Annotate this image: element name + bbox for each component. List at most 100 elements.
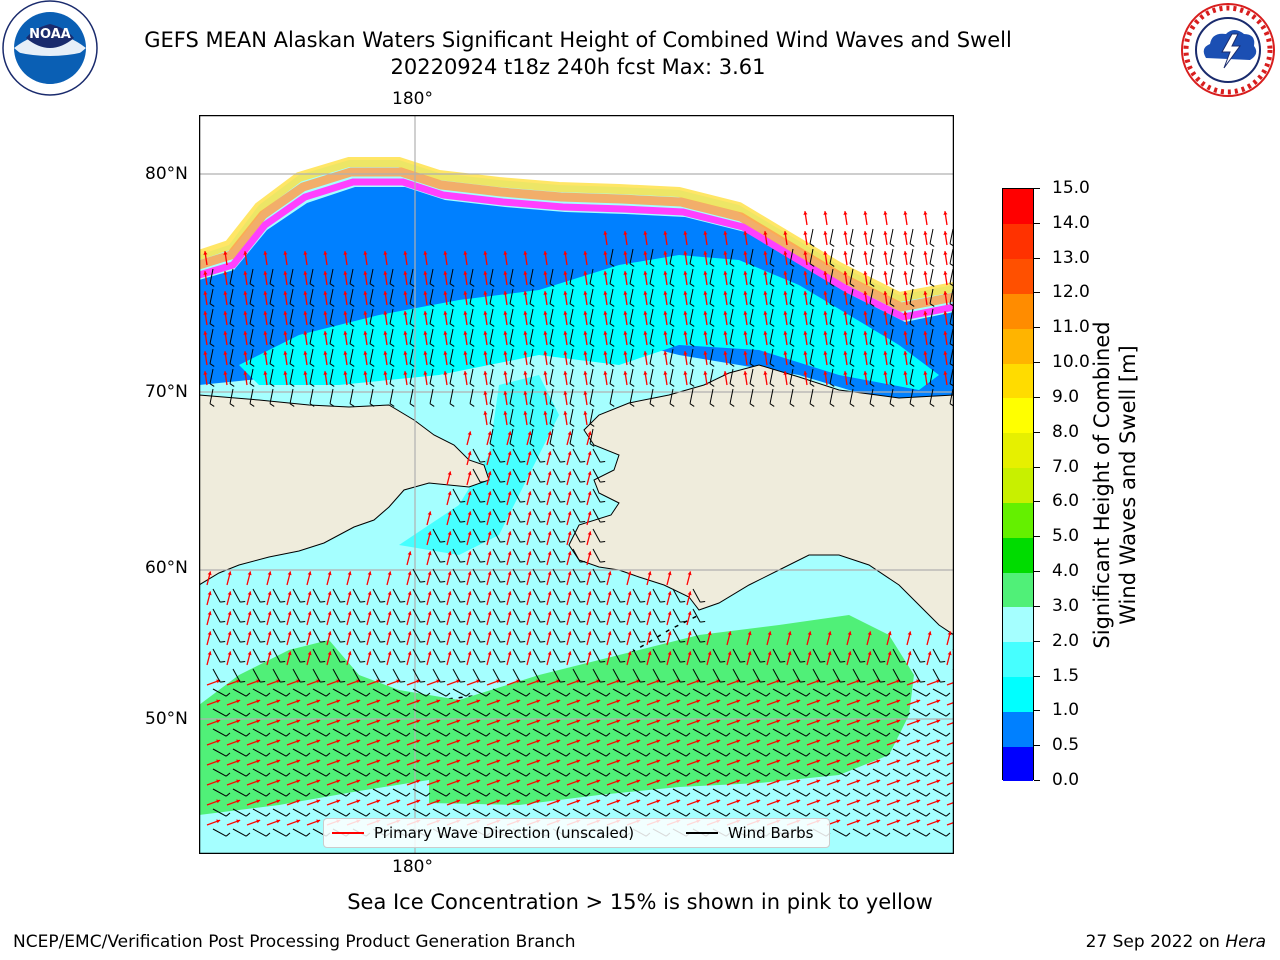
- wind-barb-flag: [280, 601, 286, 603]
- wind-barb-flag: [600, 601, 606, 603]
- sea-ice-note: Sea Ice Concentration > 15% is shown in …: [347, 890, 933, 914]
- legend-label-wind-barbs: Wind Barbs: [728, 824, 814, 842]
- wind-barb-flag: [660, 641, 666, 643]
- wind-barb-flag: [720, 661, 726, 663]
- wind-barb-flag: [580, 641, 586, 643]
- wind-barb-flag: [240, 601, 246, 603]
- wind-barb-flag: [460, 601, 466, 603]
- colorbar-tick-label: 5.0: [1052, 526, 1080, 547]
- lat-label-80: 80°N: [145, 164, 188, 184]
- wind-barb-flag: [620, 661, 626, 663]
- wind-barb-flag: [780, 661, 786, 663]
- wind-barb-flag: [500, 601, 506, 603]
- wind-barb-flag: [520, 601, 526, 603]
- colorbar-tick-mark: [1034, 745, 1040, 747]
- colorbar-segment: [1003, 641, 1033, 678]
- wind-barb-flag: [380, 621, 386, 623]
- wind-barb-flag: [380, 641, 386, 643]
- wind-barb-flag: [600, 461, 606, 463]
- wind-barb-flag: [600, 501, 606, 503]
- wind-barb-flag: [360, 641, 366, 643]
- wind-barb-flag: [560, 681, 566, 683]
- wind-barb-flag: [260, 621, 266, 623]
- wind-barb-flag: [360, 621, 366, 623]
- wind-barb-flag: [480, 541, 486, 543]
- wind-barb-flag: [580, 661, 586, 663]
- wind-barb-flag: [900, 661, 906, 663]
- wind-barb-flag: [820, 661, 826, 663]
- wind-barb-flag: [580, 601, 586, 603]
- footer-host: Hera: [1225, 932, 1266, 952]
- map-legend: Primary Wave Direction (unscaled) Wind B…: [323, 818, 830, 848]
- wind-barb-flag: [540, 541, 546, 543]
- chart-subtitle: 20220924 t18z 240h fcst Max: 3.61: [390, 55, 766, 79]
- colorbar-tick-mark: [1034, 501, 1040, 503]
- colorbar-tick-mark: [1034, 257, 1040, 259]
- wind-barb-flag: [460, 621, 466, 623]
- wind-barb-flag: [520, 561, 526, 563]
- wind-barb-flag: [620, 601, 626, 603]
- wind-barb-flag: [520, 461, 526, 463]
- wind-barb-flag: [480, 481, 486, 483]
- map-svg: [197, 115, 971, 854]
- wind-barb-flag: [580, 561, 586, 563]
- wind-barb-flag: [280, 641, 286, 643]
- wind-barb-flag: [220, 681, 226, 683]
- wind-barb-flag: [560, 461, 566, 463]
- colorbar-tick-mark: [1034, 396, 1040, 398]
- wind-barb-flag: [840, 681, 846, 683]
- wind-barb-flag: [300, 661, 306, 663]
- colorbar-tick-label: 10.0: [1052, 352, 1090, 373]
- wind-barb-flag: [560, 661, 566, 663]
- legend-item-wave-direction: Primary Wave Direction (unscaled): [332, 824, 634, 842]
- colorbar-segment: [1003, 467, 1033, 503]
- wind-barb-flag: [520, 661, 526, 663]
- colorbar-segment: [1003, 328, 1033, 364]
- wind-barb-flag: [620, 621, 626, 623]
- wind-barb-flag: [480, 461, 486, 463]
- wind-barb-flag: [500, 581, 506, 583]
- wind-barb-flag: [620, 641, 626, 643]
- footer-date-text: 27 Sep 2022 on: [1085, 932, 1226, 952]
- wind-barb-flag: [660, 681, 666, 683]
- wind-barb-flag: [300, 621, 306, 623]
- wind-barb-flag: [380, 681, 386, 683]
- wind-barb-flag: [580, 461, 586, 463]
- colorbar-tick-label: 0.5: [1052, 735, 1080, 756]
- wind-barb-flag: [560, 541, 566, 543]
- footer-branch: NCEP/EMC/Verification Post Processing Pr…: [13, 932, 576, 952]
- wind-barb-flag: [500, 521, 506, 523]
- nws-logo: [1176, 0, 1280, 100]
- colorbar-segment: [1003, 572, 1033, 608]
- wind-barb-flag: [460, 521, 466, 523]
- wind-barb-flag: [540, 561, 546, 563]
- colorbar-label-line1: Significant Height of Combined: [1090, 321, 1114, 649]
- wind-barb-flag: [780, 681, 786, 683]
- wind-barb-flag: [440, 661, 446, 663]
- wind-barb-flag: [600, 641, 606, 643]
- wind-barb-flag: [540, 641, 546, 643]
- wind-barb-flag: [460, 561, 466, 563]
- wind-barb-flag: [420, 681, 426, 683]
- wind-barb-flag: [820, 681, 826, 683]
- wind-barb-flag: [540, 661, 546, 663]
- colorbar-tick-mark: [1034, 780, 1040, 781]
- legend-red-line: [332, 832, 364, 834]
- wind-barb-flag: [360, 681, 366, 683]
- wind-barb-flag: [220, 641, 226, 643]
- wind-barb-flag: [240, 661, 246, 663]
- wind-barb-flag: [480, 661, 486, 663]
- wind-barb-flag: [480, 601, 486, 603]
- colorbar-tick-label: 2.0: [1052, 630, 1080, 651]
- wind-barb-flag: [420, 641, 426, 643]
- wind-barb-flag: [220, 601, 226, 603]
- wind-barb-flag: [500, 641, 506, 643]
- wind-barb-flag: [400, 621, 406, 623]
- colorbar-tick-label: 15.0: [1052, 178, 1090, 198]
- lon-label-top: 180°: [392, 89, 433, 109]
- wind-barb-flag: [860, 681, 866, 683]
- wind-barb-flag: [540, 681, 546, 683]
- colorbar-tick-mark: [1034, 222, 1040, 224]
- wind-barb-flag: [920, 681, 926, 683]
- colorbar-tick-label: 7.0: [1052, 456, 1080, 477]
